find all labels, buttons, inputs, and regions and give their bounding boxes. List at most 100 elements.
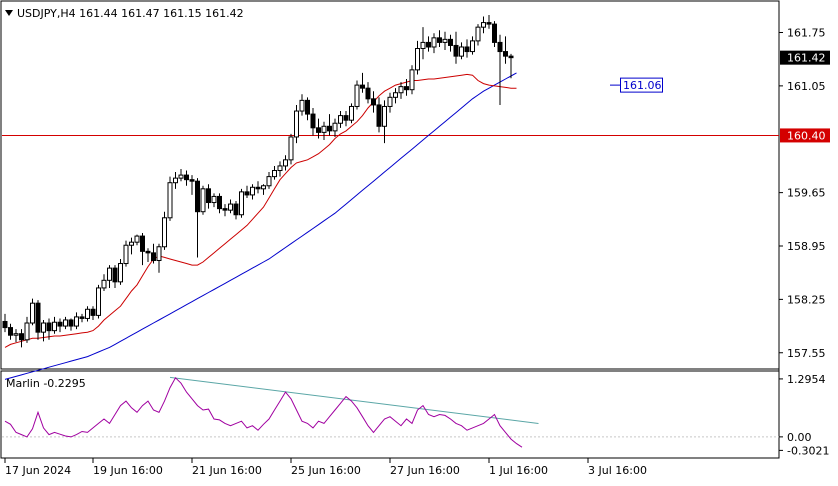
candle — [52, 316, 57, 334]
price-tick-label: 161.75 — [787, 27, 826, 40]
candle — [360, 72, 365, 93]
time-tick-label: 1 Jul 16:00 — [489, 464, 548, 477]
candle-body — [327, 125, 332, 132]
candle-body — [409, 69, 415, 91]
candle — [63, 316, 68, 330]
candle — [294, 104, 299, 144]
candle — [486, 14, 492, 29]
candle-body — [288, 136, 294, 161]
candle-body — [310, 113, 316, 129]
indicator-label: Marlin -0.2295 — [6, 377, 86, 390]
candle-body — [360, 84, 365, 89]
candle — [118, 258, 123, 285]
candle — [145, 248, 151, 263]
indicator-axis: 1.2954 0.00-0.3021 — [779, 373, 829, 457]
ma-label-box — [620, 77, 663, 93]
candle-body — [2, 320, 8, 329]
indicator-tick-label: 1.2954 — [787, 373, 826, 386]
candle-body — [90, 308, 96, 316]
candle-body — [151, 252, 156, 261]
candle-body — [63, 319, 68, 327]
chevron-down-icon[interactable] — [5, 10, 13, 16]
candle — [68, 318, 74, 331]
time-tick-label: 19 Jun 16:00 — [93, 464, 163, 477]
candle — [41, 319, 46, 342]
candle — [250, 184, 255, 200]
candle — [376, 97, 382, 133]
candle-body — [145, 250, 151, 254]
candle — [2, 313, 8, 333]
indicator-pane-frame — [0, 370, 780, 459]
candle — [283, 155, 288, 171]
candle — [57, 318, 63, 333]
candle-body — [24, 322, 30, 341]
candle — [211, 193, 217, 208]
candle — [272, 165, 277, 180]
candle — [184, 170, 189, 186]
candle-body — [437, 37, 442, 43]
candle-body — [266, 176, 272, 187]
candle — [442, 31, 448, 51]
candle-body — [354, 84, 360, 107]
candle — [151, 243, 156, 264]
candle-body — [470, 40, 475, 53]
candle-body — [129, 241, 134, 246]
candle-body — [52, 321, 57, 332]
candle — [426, 36, 431, 52]
candle — [299, 94, 305, 116]
candle-body — [206, 188, 211, 204]
candle-body — [442, 38, 448, 43]
candle-body — [420, 41, 426, 50]
candle — [327, 114, 332, 136]
candle — [24, 316, 30, 343]
candle — [228, 199, 233, 214]
candle-body — [74, 316, 79, 327]
candle — [492, 21, 497, 47]
candle-body — [475, 26, 481, 42]
candle — [167, 176, 173, 221]
candle — [382, 100, 387, 144]
candle — [195, 178, 200, 258]
candle — [217, 193, 222, 214]
candle — [206, 184, 211, 209]
candle-body — [8, 327, 13, 336]
candle — [371, 91, 376, 113]
candle-body — [453, 44, 459, 57]
candle-body — [332, 122, 338, 132]
candle-body — [497, 41, 503, 53]
candle — [431, 33, 437, 54]
candle-body — [228, 203, 233, 211]
candle — [354, 80, 360, 110]
time-tick-label: 21 Jun 16:00 — [192, 464, 262, 477]
candle-body — [112, 267, 118, 283]
candle — [415, 40, 420, 75]
candle-body — [233, 203, 239, 216]
candle-body — [415, 48, 420, 71]
candle — [349, 103, 354, 124]
candle — [338, 111, 343, 128]
price-tick-label: 157.55 — [787, 347, 826, 360]
candle — [503, 36, 508, 64]
candle-body — [13, 333, 19, 336]
current-price-box — [780, 50, 830, 65]
ma-slow-line — [4, 72, 517, 380]
indicator-trendline — [169, 376, 539, 424]
candle-body — [398, 86, 404, 94]
candle-body — [189, 179, 195, 182]
candle — [79, 313, 85, 323]
candle-body — [184, 174, 189, 181]
candle — [398, 82, 404, 99]
candle-body — [217, 195, 222, 210]
candle-body — [503, 51, 508, 57]
candle-body — [200, 188, 206, 213]
ma-label: 161.06 — [623, 79, 662, 92]
ma-fast-line — [4, 73, 517, 348]
candle-body — [239, 191, 244, 216]
candle-body — [338, 115, 343, 124]
candle-body — [222, 208, 228, 211]
price-tick-label: 161.05 — [787, 80, 826, 93]
candle-body — [134, 235, 140, 243]
candle — [387, 92, 393, 113]
